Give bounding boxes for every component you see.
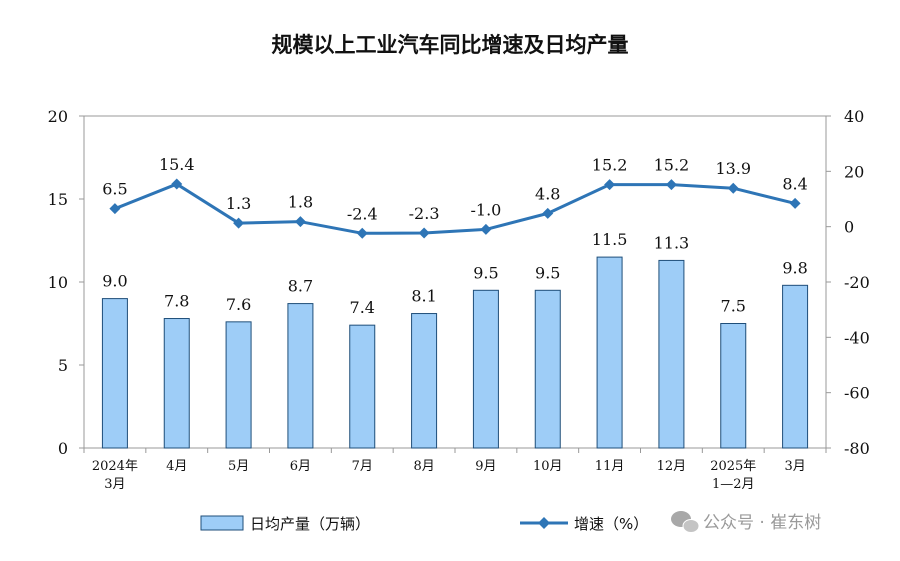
- x-tick-label: 1—2月: [712, 477, 755, 492]
- line-point: [294, 216, 306, 228]
- line-value-label: -2.4: [347, 204, 378, 223]
- x-tick-label: 7月: [352, 459, 373, 474]
- left-tick-label: 5: [58, 356, 68, 375]
- right-tick-label: -20: [844, 273, 870, 292]
- bar: [287, 303, 314, 449]
- line-value-label: 1.3: [226, 194, 251, 213]
- line-point: [789, 197, 801, 209]
- right-tick-label: -80: [844, 439, 870, 458]
- line-point: [727, 182, 739, 194]
- left-tick-label: 15: [48, 190, 68, 209]
- bar-value-label: 9.5: [535, 263, 560, 282]
- line-point: [480, 223, 492, 235]
- bar: [349, 324, 376, 449]
- left-tick-label: 20: [48, 107, 68, 126]
- legend-bar-label: 日均产量（万辆）: [250, 515, 370, 533]
- bar-value-label: 11.3: [654, 233, 690, 252]
- bar: [782, 284, 809, 449]
- chart-title: 规模以上工业汽车同比增速及日均产量: [272, 33, 629, 57]
- line-value-label: 4.8: [535, 184, 560, 203]
- legend-line-marker: [538, 517, 550, 529]
- wechat-icon: [671, 511, 700, 533]
- bar: [472, 289, 499, 449]
- line-value-label: 6.5: [102, 180, 127, 199]
- bar: [411, 313, 438, 449]
- bar-value-label: 7.6: [226, 295, 251, 314]
- x-tick-label: 3月: [784, 459, 805, 474]
- line-point: [418, 227, 430, 239]
- x-tick-label: 5月: [228, 459, 249, 474]
- bar-value-label: 11.5: [592, 230, 628, 249]
- line-point: [109, 203, 121, 215]
- line-point: [665, 179, 677, 191]
- bar: [225, 321, 252, 449]
- line-value-label: 8.4: [782, 174, 807, 193]
- right-tick-label: 40: [844, 107, 864, 126]
- x-tick-label: 2025年: [710, 459, 756, 474]
- right-tick-label: 20: [844, 162, 864, 181]
- left-tick-label: 0: [58, 439, 68, 458]
- bar-series: [101, 256, 809, 449]
- x-tick-label: 12月: [657, 459, 687, 474]
- right-tick-label: 0: [844, 218, 854, 237]
- bar: [534, 289, 561, 449]
- bar: [720, 323, 747, 449]
- right-tick-label: -40: [844, 328, 870, 347]
- x-tick-label: 10月: [533, 459, 563, 474]
- x-tick-label: 3月: [104, 477, 125, 492]
- bar-value-label: 7.5: [721, 297, 746, 316]
- line-point: [233, 217, 245, 229]
- bar: [101, 298, 128, 449]
- line-point: [542, 207, 554, 219]
- line-value-label: 1.8: [288, 193, 313, 212]
- data-labels: 9.0 7.8 7.6 8.7 7.4 8.1 9.5 9.5 11.5 11.3 7.5 9.8 6.…: [102, 155, 808, 317]
- legend: 日均产量（万辆） 增速（%）: [200, 515, 648, 533]
- line-value-label: 15.4: [159, 155, 195, 174]
- legend-line-label: 增速（%）: [574, 515, 648, 533]
- line-value-label: -2.3: [409, 204, 440, 223]
- x-tick-label: 9月: [475, 459, 496, 474]
- axes: 0 5 10 15 20 -80 -60 -40 -20 0 20 40 2024年 3月 4月 5月 6月 7月…: [48, 107, 870, 492]
- bar-value-label: 9.0: [102, 272, 127, 291]
- x-tick-label: 2024年: [92, 459, 138, 474]
- bar: [596, 256, 623, 449]
- right-tick-label: -60: [844, 384, 870, 403]
- watermark: 公众号 · 崔东树: [671, 511, 821, 533]
- line-point: [171, 178, 183, 190]
- bar-value-label: 9.5: [473, 263, 498, 282]
- legend-bar-swatch: [200, 515, 244, 531]
- line-series: [109, 178, 801, 239]
- x-tick-label: 11月: [595, 459, 625, 474]
- bar-value-label: 7.4: [350, 298, 375, 317]
- bar-value-label: 7.8: [164, 292, 189, 311]
- growth-line: [114, 182, 796, 235]
- line-value-label: 15.2: [654, 156, 690, 175]
- bar-value-label: 8.1: [411, 287, 436, 306]
- left-tick-label: 10: [48, 273, 68, 292]
- bar-value-label: 9.8: [782, 258, 807, 277]
- x-tick-label: 4月: [166, 459, 187, 474]
- line-value-label: -1.0: [470, 200, 501, 219]
- bar: [658, 259, 685, 449]
- bar-value-label: 8.7: [288, 277, 313, 296]
- watermark-text: 公众号 · 崔东树: [703, 513, 821, 533]
- line-point: [356, 227, 368, 239]
- x-tick-label: 6月: [290, 459, 311, 474]
- bar: [163, 318, 190, 449]
- x-tick-label: 8月: [413, 459, 434, 474]
- line-point: [604, 179, 616, 191]
- line-value-label: 13.9: [715, 159, 751, 178]
- line-value-label: 15.2: [592, 156, 628, 175]
